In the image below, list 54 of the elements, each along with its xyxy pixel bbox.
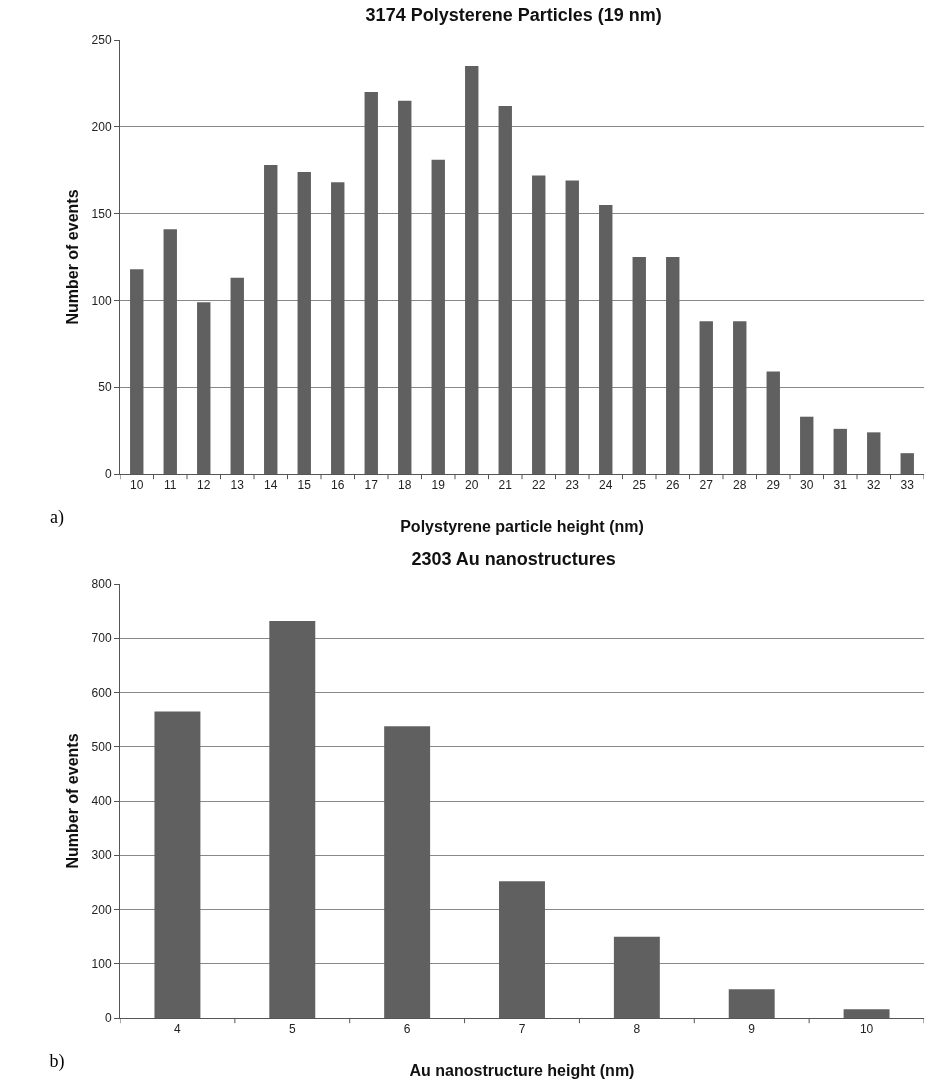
x-tick-label: 5 xyxy=(288,1022,296,1037)
y-tick-label: 50 xyxy=(98,380,112,395)
x-tick-label: 22 xyxy=(532,478,546,493)
x-axis-title: Au nanostructure height (nm) xyxy=(409,1062,635,1079)
x-tick-label: 28 xyxy=(733,478,747,493)
y-axis-title: Number of events xyxy=(64,189,81,325)
y-tick-label: 700 xyxy=(91,631,112,646)
x-tick-label: 17 xyxy=(364,478,379,493)
x-tick-label: 11 xyxy=(164,478,177,493)
x-tick-label: 26 xyxy=(666,478,680,493)
x-tick-label: 23 xyxy=(565,478,580,493)
x-tick-label: 18 xyxy=(398,478,412,493)
y-tick-label: 0 xyxy=(104,467,112,482)
y-tick-label: 600 xyxy=(91,685,112,700)
x-tick-label: 9 xyxy=(748,1022,756,1037)
x-tick-label: 16 xyxy=(331,478,345,493)
x-tick-label: 32 xyxy=(867,478,881,493)
x-tick-label: 15 xyxy=(297,478,312,493)
y-tick-label: 800 xyxy=(91,577,112,592)
x-tick-label: 20 xyxy=(465,478,479,493)
x-tick-label: 10 xyxy=(130,478,144,493)
y-tick-label: 200 xyxy=(91,902,112,917)
y-tick-label: 100 xyxy=(91,293,112,308)
x-tick-label: 13 xyxy=(230,478,245,493)
y-tick-label: 400 xyxy=(91,794,112,809)
y-tick-label: 100 xyxy=(91,956,112,971)
y-tick-label: 500 xyxy=(91,739,112,754)
x-tick-label: 19 xyxy=(431,478,446,493)
y-tick-label: 250 xyxy=(91,33,112,48)
x-tick-label: 10 xyxy=(859,1022,874,1037)
x-tick-label: 4 xyxy=(174,1022,182,1037)
x-tick-label: 25 xyxy=(632,478,647,493)
x-tick-label: 33 xyxy=(900,478,915,493)
y-axis-title: Number of events xyxy=(64,733,81,869)
x-tick-label: 24 xyxy=(599,478,613,493)
x-tick-label: 7 xyxy=(518,1022,526,1037)
chart-title: 3174 Polysterene Particles (19 nm) xyxy=(365,4,662,25)
x-tick-label: 29 xyxy=(766,478,781,493)
x-tick-label: 27 xyxy=(699,478,714,493)
x-tick-label: 8 xyxy=(633,1022,641,1037)
x-axis-title: Polystyrene particle height (nm) xyxy=(400,518,644,535)
text: a) xyxy=(50,506,64,528)
x-tick-label: 6 xyxy=(403,1022,411,1037)
y-tick-label: 0 xyxy=(104,1011,112,1026)
y-tick-label: 150 xyxy=(91,206,112,221)
x-tick-label: 30 xyxy=(800,478,814,493)
y-tick-label: 300 xyxy=(91,848,112,863)
x-tick-label: 21 xyxy=(498,478,513,493)
x-tick-label: 12 xyxy=(197,478,211,493)
text: b) xyxy=(49,1050,65,1072)
y-tick-label: 200 xyxy=(91,120,112,134)
x-tick-label: 14 xyxy=(264,478,278,493)
x-tick-label: 31 xyxy=(833,478,848,493)
chart-title: 2303 Au nanostructures xyxy=(411,548,616,569)
